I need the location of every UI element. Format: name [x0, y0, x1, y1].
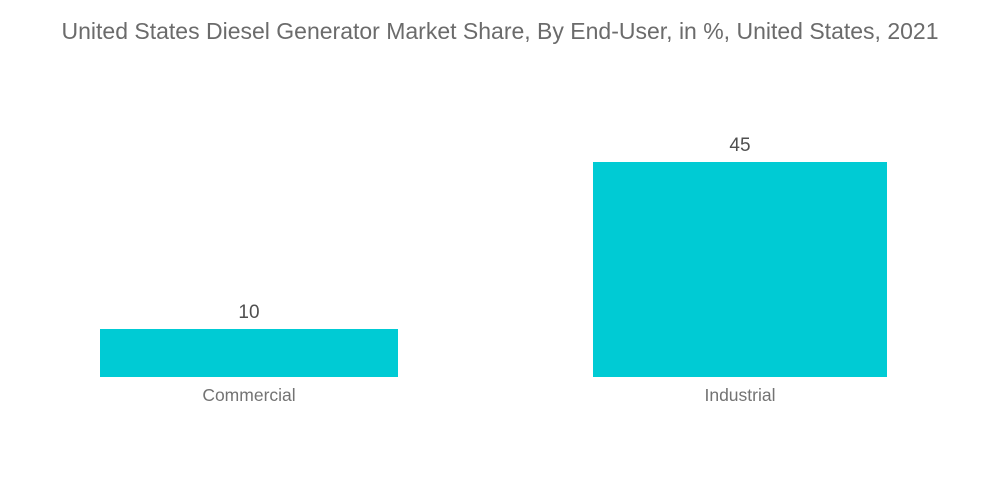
bar-category-label-industrial: Industrial: [704, 385, 776, 405]
bar-group-industrial: 45: [593, 136, 887, 377]
bar-value-label-industrial: 45: [729, 135, 751, 156]
chart-title: United States Diesel Generator Market Sh…: [61, 18, 939, 44]
bar-group-commercial: 10: [100, 303, 398, 377]
bar-industrial: [593, 162, 887, 377]
bar-value-label-commercial: 10: [238, 302, 260, 323]
bar-commercial: [100, 329, 398, 377]
bar-category-label-commercial: Commercial: [202, 385, 296, 405]
